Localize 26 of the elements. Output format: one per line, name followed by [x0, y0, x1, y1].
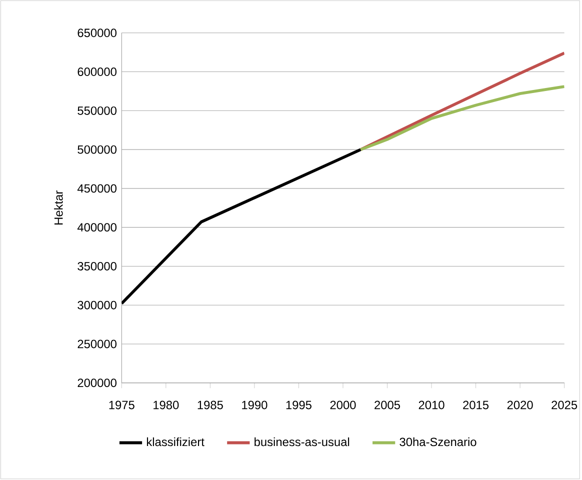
legend-label: klassifiziert	[146, 438, 204, 446]
x-tick-label: 1990	[242, 400, 268, 410]
y-tick-label: 350000	[78, 262, 116, 271]
y-tick-label: 600000	[78, 68, 116, 76]
x-tick-label: 2020	[507, 400, 533, 410]
y-tick-label: 500000	[78, 146, 116, 154]
x-tick-label: 2025	[552, 400, 578, 410]
legend-label: business-as-usual	[254, 438, 350, 446]
x-tick-label: 1980	[154, 400, 179, 410]
y-tick-label: 300000	[78, 301, 116, 310]
y-tick-label: 650000	[78, 28, 116, 38]
x-tick-label: 1995	[286, 400, 312, 410]
legend-label: 30ha-Szenario	[400, 438, 476, 446]
y-tick-label: 450000	[77, 184, 116, 193]
line-series	[359, 85, 564, 152]
y-tick-label: 400000	[77, 223, 116, 232]
y-tick-label: 550000	[78, 106, 116, 116]
x-tick-label: 2010	[418, 400, 444, 410]
x-tick-label: 2015	[463, 400, 489, 410]
x-tick-label: 1985	[198, 400, 223, 410]
x-tick-label: 2000	[330, 400, 356, 410]
y-tick-label: 200000	[78, 378, 116, 388]
x-tick-label: 1975	[109, 400, 134, 410]
y-tick-label: 250000	[78, 340, 116, 348]
y-axis-title: Hektar	[54, 190, 63, 225]
x-tick-label: 2005	[374, 400, 400, 410]
